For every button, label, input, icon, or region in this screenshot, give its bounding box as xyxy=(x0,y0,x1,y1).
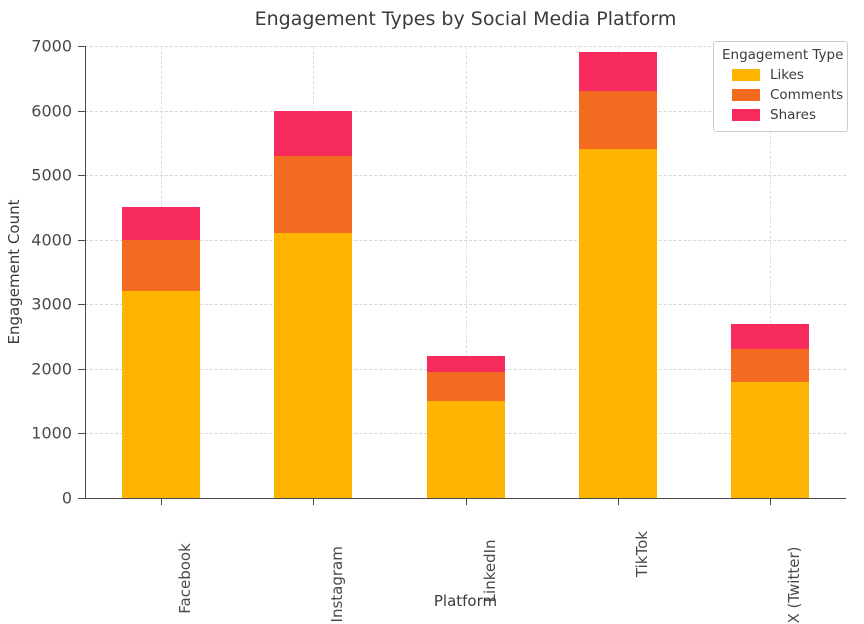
plot-area xyxy=(85,46,846,499)
x-tick-mark xyxy=(769,498,771,505)
y-tick-label: 2000 xyxy=(31,359,72,379)
y-tick-mark xyxy=(78,368,85,370)
x-tick-mark xyxy=(161,498,163,505)
bar-segment-likes[interactable] xyxy=(730,381,809,498)
legend-label: Shares xyxy=(770,107,816,123)
bar-segment-shares[interactable] xyxy=(274,110,353,156)
bar-group-tiktok[interactable] xyxy=(578,46,657,498)
legend-entries: Likes Comments Shares xyxy=(722,65,843,125)
y-tick-label: 3000 xyxy=(31,294,72,314)
y-tick-label: 7000 xyxy=(31,36,72,56)
bar-segment-likes[interactable] xyxy=(426,401,505,498)
bar-segment-shares[interactable] xyxy=(578,52,657,92)
legend-swatch-likes xyxy=(732,69,760,81)
bar-segment-comments[interactable] xyxy=(274,155,353,234)
y-tick-label: 1000 xyxy=(31,423,72,443)
x-tick-mark xyxy=(465,498,467,505)
bar-group-instagram[interactable] xyxy=(274,46,353,498)
y-tick-label: 0 xyxy=(61,488,72,508)
y-axis-label: Engagement Count xyxy=(5,199,23,345)
bar-segment-comments[interactable] xyxy=(730,349,809,382)
bar-segment-likes[interactable] xyxy=(578,149,657,498)
legend-title: Engagement Type xyxy=(722,47,844,63)
y-tick-mark xyxy=(78,304,85,306)
page-title: Engagement Types by Social Media Platfor… xyxy=(254,8,677,30)
y-tick-mark xyxy=(78,498,85,499)
bar-segment-likes[interactable] xyxy=(122,291,201,498)
legend-entry-shares[interactable]: Shares xyxy=(722,105,839,125)
y-tick-mark xyxy=(78,433,85,435)
x-tick-mark xyxy=(313,498,315,505)
bar-segment-comments[interactable] xyxy=(122,239,201,292)
bar-segment-likes[interactable] xyxy=(274,233,353,498)
bar-group-linkedin[interactable] xyxy=(426,46,505,498)
legend-swatch-comments xyxy=(732,89,760,101)
y-tick-label: 6000 xyxy=(31,101,72,121)
y-tick-mark xyxy=(78,110,85,112)
x-tick-mark xyxy=(617,498,619,505)
bar-group-x-twitter[interactable] xyxy=(730,46,809,498)
bar-group-facebook[interactable] xyxy=(122,46,201,498)
y-tick-mark xyxy=(78,239,85,241)
legend-entry-likes[interactable]: Likes xyxy=(722,65,839,85)
bar-segment-shares[interactable] xyxy=(426,355,505,373)
bar-segment-shares[interactable] xyxy=(730,323,809,350)
y-tick-label: 5000 xyxy=(31,165,72,185)
x-axis-label: Platform xyxy=(433,592,498,610)
gridline-vertical xyxy=(465,46,467,498)
legend: Engagement Type Likes Comments Shares xyxy=(713,41,848,132)
y-tick-mark xyxy=(78,46,85,47)
bar-segment-shares[interactable] xyxy=(122,207,201,240)
legend-swatch-shares xyxy=(732,109,760,121)
legend-label: Comments xyxy=(770,87,844,103)
y-tick-label: 4000 xyxy=(31,230,72,250)
bar-segment-comments[interactable] xyxy=(578,91,657,150)
y-tick-mark xyxy=(78,175,85,177)
gridline-vertical xyxy=(769,46,771,498)
y-axis-spine xyxy=(85,46,86,498)
bar-segment-comments[interactable] xyxy=(426,372,505,402)
legend-entry-comments[interactable]: Comments xyxy=(722,85,843,105)
legend-label: Likes xyxy=(770,67,804,83)
